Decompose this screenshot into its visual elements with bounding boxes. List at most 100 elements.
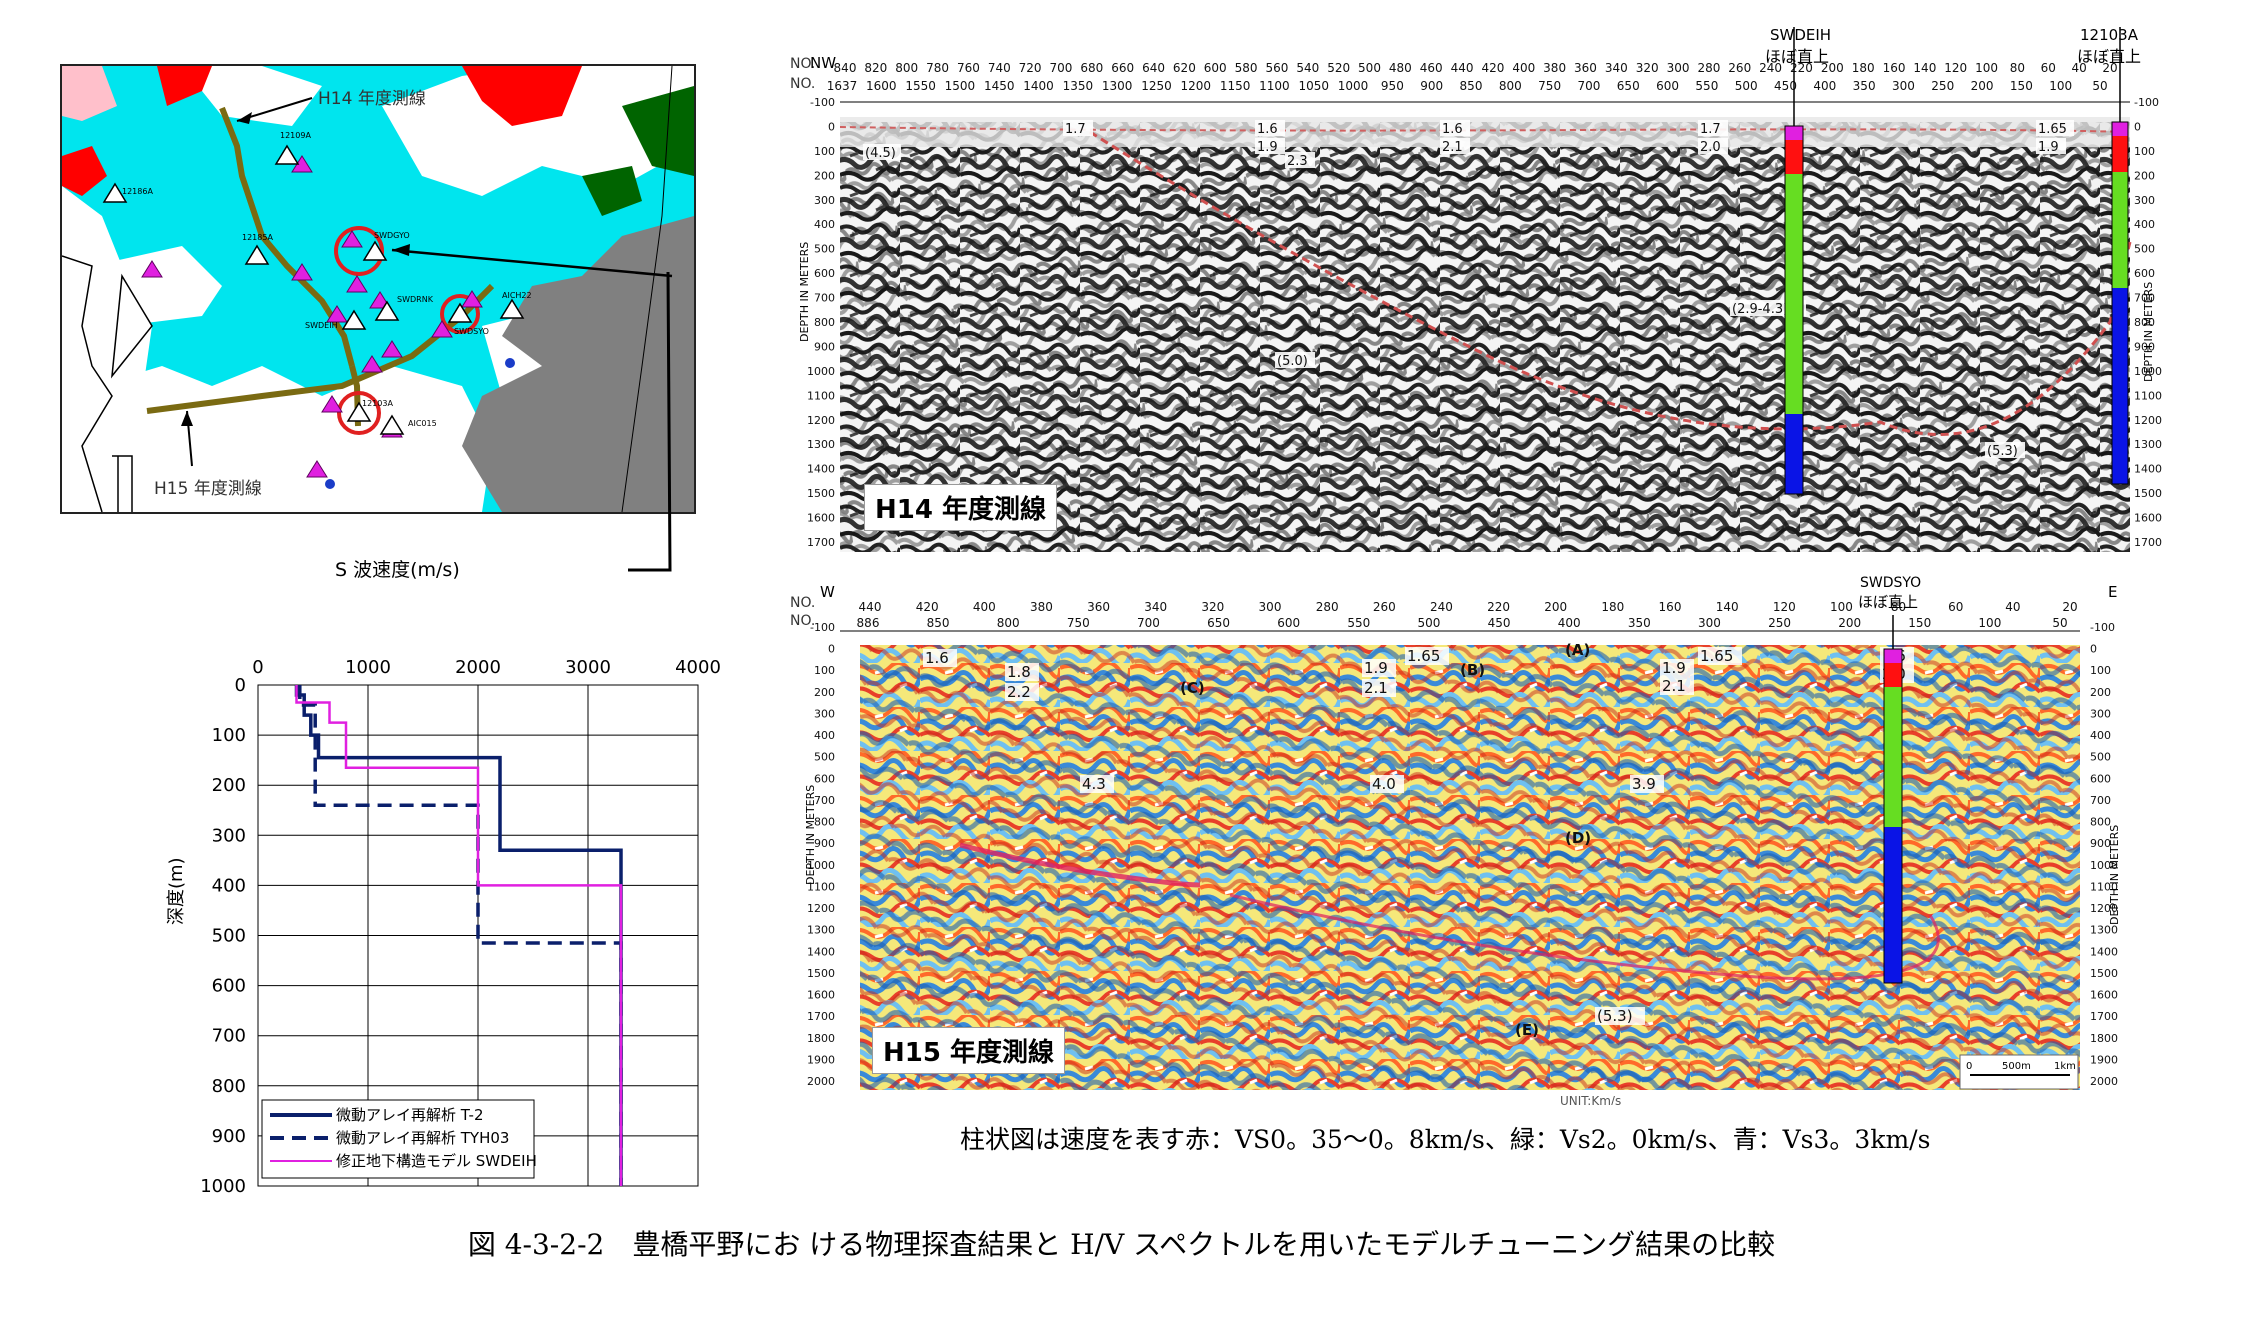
- depth-tick: 1800: [807, 1032, 835, 1045]
- cdp-label: 280: [1697, 61, 1720, 75]
- map-land: [382, 66, 694, 196]
- cdp-label: 260: [1373, 600, 1396, 614]
- depth-tick: 800: [814, 816, 835, 829]
- cdp-label: 1050: [1298, 79, 1329, 93]
- cdp-label: 700: [1137, 616, 1160, 630]
- map-pink-zone: [62, 66, 117, 121]
- cdp-label: 200: [1971, 79, 1994, 93]
- cdp-label: 140: [1716, 600, 1739, 614]
- h15-e: E: [2108, 583, 2117, 601]
- cdp-label: 380: [1030, 600, 1053, 614]
- cdp-label: 220: [1790, 61, 1813, 75]
- cdp-label: 200: [1838, 616, 1861, 630]
- cdp-label: 250: [1931, 79, 1954, 93]
- cdp-label: 750: [1538, 79, 1561, 93]
- depth-tick: 1300: [2090, 924, 2118, 937]
- svg-text:2.1: 2.1: [1442, 140, 1463, 155]
- depth-tick: -100: [2090, 621, 2115, 634]
- cdp-label: 600: [1656, 79, 1679, 93]
- cdp-label: 1000: [1338, 79, 1369, 93]
- svg-text:(D): (D): [1565, 829, 1591, 847]
- depth-tick: 700: [814, 794, 835, 807]
- depth-tick: 300: [2090, 707, 2111, 720]
- cdp-label: 640: [1142, 61, 1165, 75]
- cdp-label: 160: [1883, 61, 1906, 75]
- cdp-label: 1350: [1063, 79, 1094, 93]
- cdp-label: 900: [1420, 79, 1443, 93]
- cdp-label: 50: [2052, 616, 2067, 630]
- cdp-label: 440: [859, 600, 882, 614]
- svg-text:2.0: 2.0: [1700, 140, 1721, 155]
- station-label-12103a: 12103A: [2080, 26, 2139, 44]
- depth-tick: 1000: [807, 365, 835, 378]
- cdp-label: 1450: [984, 79, 1015, 93]
- h15-markers: (A) (B) (C) (D) (E): [1180, 641, 1591, 1039]
- map-hill: [462, 216, 694, 512]
- depth-tick: 1000: [2090, 859, 2118, 872]
- cdp-label: 340: [1605, 61, 1628, 75]
- depth-tick: 300: [814, 194, 835, 207]
- depth-tick: 1600: [2090, 989, 2118, 1002]
- svg-text:2.1: 2.1: [1364, 679, 1388, 697]
- station-label: SWDRNK: [397, 295, 434, 304]
- h14-basement-line: [1089, 130, 2132, 436]
- svg-text:1.6: 1.6: [1442, 122, 1463, 137]
- depth-tick: 1000: [807, 859, 835, 872]
- station-label: 12103A: [362, 399, 393, 408]
- cdp-label: 180: [1601, 600, 1624, 614]
- highlight-circle: [440, 294, 480, 334]
- cdp-label: 1300: [1102, 79, 1133, 93]
- depth-tick: 1500: [2090, 967, 2118, 980]
- depth-tick: 700: [814, 292, 835, 305]
- 12103a-velocity-column: [2111, 121, 2129, 485]
- depth-tick: 700: [2090, 794, 2111, 807]
- cdp-label: 1150: [1220, 79, 1251, 93]
- svg-text:ほぼ直上: ほぼ直上: [1765, 47, 1829, 66]
- svg-text:DEPTH IN METERS: DEPTH IN METERS: [2142, 282, 2155, 382]
- depth-tick: 1400: [807, 463, 835, 476]
- svg-text:2.2: 2.2: [1007, 683, 1031, 701]
- cdp-label: 400: [1813, 79, 1836, 93]
- series-line-2: [295, 685, 623, 1186]
- x-tick-label: 1000: [345, 657, 391, 678]
- cdp-label: 740: [988, 61, 1011, 75]
- cdp-label: 750: [1067, 616, 1090, 630]
- depth-tick: 1200: [807, 414, 835, 427]
- svg-text:NO.: NO.: [790, 56, 815, 72]
- svg-text:DEPTH IN METERS: DEPTH IN METERS: [2108, 825, 2121, 925]
- cdp-label: 100: [1830, 600, 1853, 614]
- depth-tick: 600: [2090, 772, 2111, 785]
- cdp-label: 150: [1908, 616, 1931, 630]
- cdp-label: 1600: [866, 79, 897, 93]
- cdp-label: 60: [2041, 61, 2056, 75]
- legend-label: 微動アレイ再解析 T-2: [336, 1106, 484, 1124]
- depth-tick: 1100: [2134, 389, 2162, 402]
- depth-tick: 500: [814, 751, 835, 764]
- depth-tick: 200: [814, 686, 835, 699]
- cdp-label: 350: [1628, 616, 1651, 630]
- pointer-line: [391, 248, 673, 278]
- cdp-label: 500: [1417, 616, 1440, 630]
- svg-text:1.6: 1.6: [1257, 122, 1278, 137]
- series-line-0: [294, 685, 623, 1186]
- cdp-label: 300: [1667, 61, 1690, 75]
- depth-tick: 100: [814, 145, 835, 158]
- cdp-label: 620: [1173, 61, 1196, 75]
- cdp-label: 100: [1975, 61, 1998, 75]
- cdp-label: 460: [1420, 61, 1443, 75]
- depth-tick: 100: [814, 664, 835, 677]
- svg-text:1.65: 1.65: [1700, 647, 1733, 665]
- chart-subtitle: S 波速度(m/s): [335, 559, 460, 581]
- y-tick-label: 1000: [200, 1176, 246, 1197]
- cdp-label: 886: [857, 616, 880, 630]
- cdp-label: 550: [1695, 79, 1718, 93]
- station-label: SWDSYO: [454, 327, 489, 336]
- depth-tick: 1300: [807, 438, 835, 451]
- cdp-label: 420: [1481, 61, 1504, 75]
- svg-text:ほぼ直上: ほぼ直上: [1858, 593, 1918, 611]
- legend-label: 修正地下構造モデル SWDEIH: [336, 1152, 537, 1170]
- cdp-label: 180: [1852, 61, 1875, 75]
- depth-tick: 1400: [2090, 945, 2118, 958]
- cdp-label: 380: [1543, 61, 1566, 75]
- station-label: 12186A: [122, 187, 153, 196]
